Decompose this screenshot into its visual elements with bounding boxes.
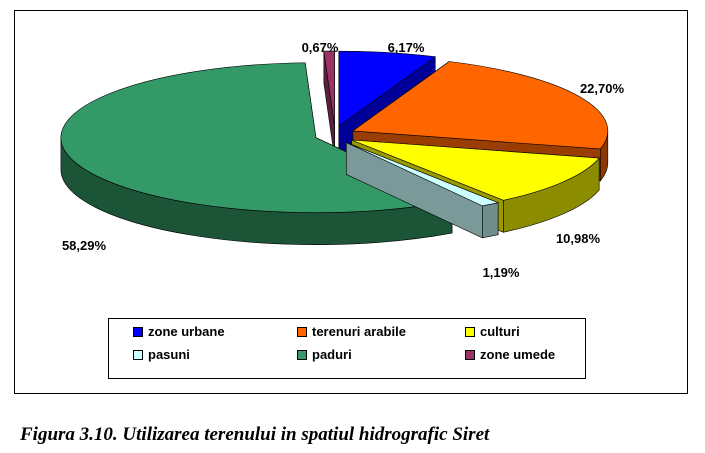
legend-label: paduri: [312, 347, 352, 362]
legend-item-terenuri-arabile: terenuri arabile: [297, 324, 406, 339]
slice-top-zone-umede: [323, 50, 335, 127]
slice-top-culturi: [351, 139, 600, 201]
legend-label: pasuni: [148, 347, 190, 362]
value-label-zone-umede: 0,67%: [302, 40, 339, 55]
figure-caption: Figura 3.10. Utilizarea terenului in spa…: [20, 424, 490, 445]
slice-pasuni: [345, 141, 500, 239]
legend: zone urbane terenuri arabile culturi pasuni…: [108, 318, 586, 379]
value-label-terenuri-arabile: 22,70%: [580, 81, 625, 96]
legend-item-zone-umede: zone umede: [465, 347, 555, 362]
slice-top-pasuni: [346, 142, 500, 207]
legend-swatch-zone-umede: [465, 349, 475, 360]
legend-swatch-paduri: [297, 349, 307, 360]
legend-label: zone urbane: [148, 324, 225, 339]
value-label-paduri: 58,29%: [62, 238, 107, 253]
legend-swatch-culturi: [465, 326, 475, 337]
slice-top-terenuri-arabile: [351, 61, 609, 150]
slice-top-zone-urbane: [338, 50, 437, 127]
legend-label: culturi: [480, 324, 520, 339]
value-label-pasuni: 1,19%: [483, 265, 520, 280]
slice-wall-pasuni: [482, 202, 499, 239]
legend-item-pasuni: pasuni: [133, 347, 190, 362]
legend-label: terenuri arabile: [312, 324, 406, 339]
legend-swatch-pasuni: [133, 349, 143, 360]
legend-label: zone umede: [480, 347, 556, 362]
legend-swatch-terenuri-arabile: [297, 326, 307, 337]
legend-item-culturi: culturi: [465, 324, 520, 339]
value-label-culturi: 10,98%: [556, 231, 601, 246]
legend-item-zone-urbane: zone urbane: [133, 324, 225, 339]
legend-item-paduri: paduri: [297, 347, 352, 362]
value-label-zone-urbane: 6,17%: [388, 40, 425, 55]
legend-swatch-zone-urbane: [133, 326, 143, 337]
